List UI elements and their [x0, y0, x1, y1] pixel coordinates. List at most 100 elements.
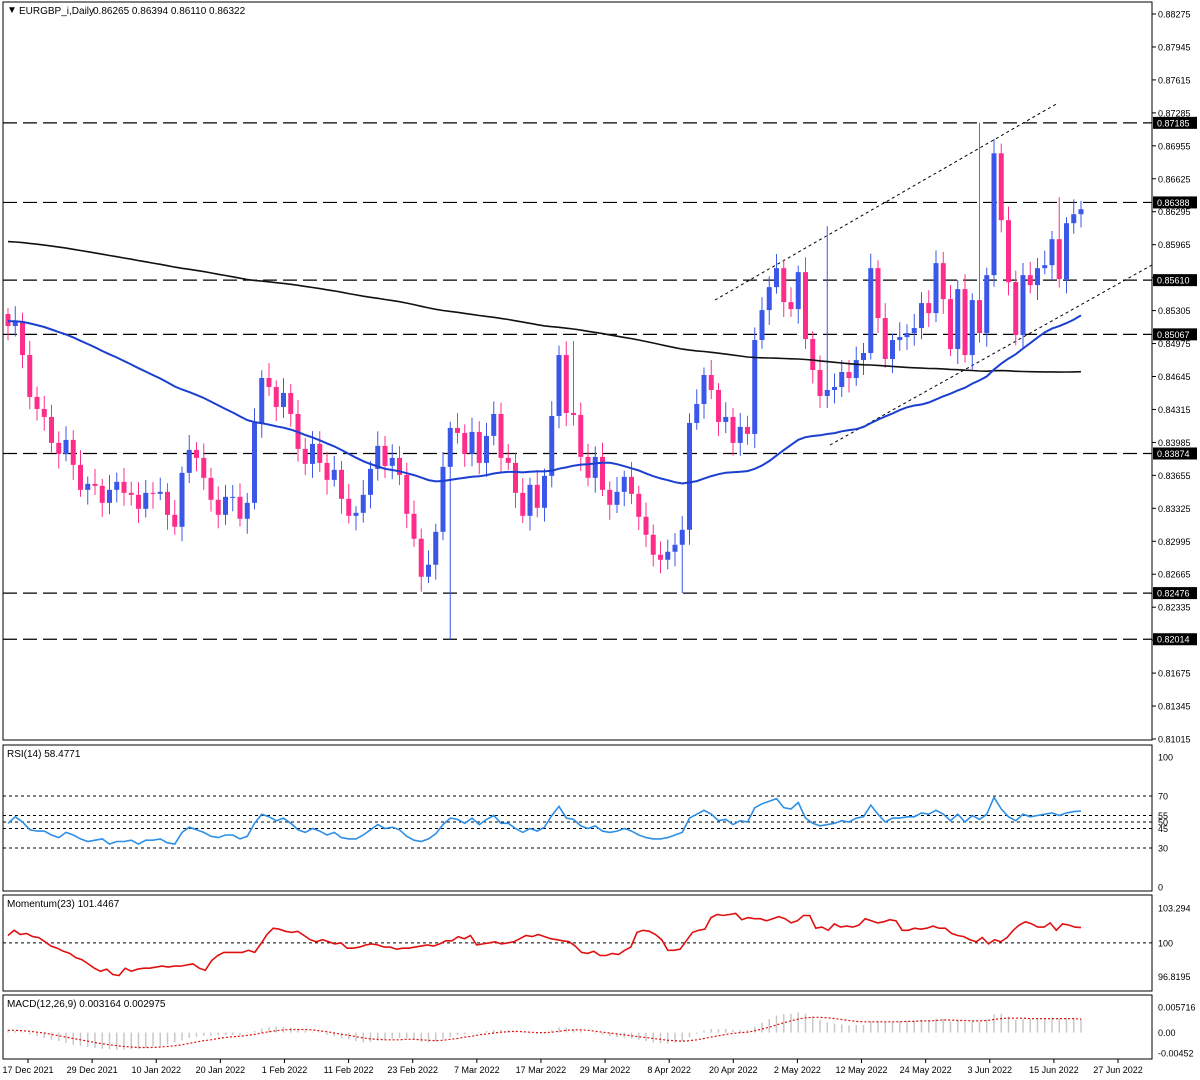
momentum-tick-label: 100 [1158, 938, 1173, 948]
ma-fast-line [8, 314, 1082, 485]
candle-bull [157, 491, 163, 494]
candle-bull [281, 392, 286, 407]
price-tick-label: 0.88275 [1158, 10, 1191, 20]
candle-bull [890, 340, 895, 360]
candle-bear [455, 427, 460, 433]
date-tick-label: 29 Mar 2022 [580, 1065, 631, 1075]
level-tag-label: 0.85067 [1157, 330, 1190, 340]
candle-bear [636, 493, 642, 517]
candle-bull [426, 564, 431, 577]
level-tag [1153, 587, 1197, 600]
candle-bear [121, 481, 127, 493]
candle-bear [27, 355, 33, 397]
candle-bear [397, 457, 402, 475]
rsi-tick-label: 50 [1158, 818, 1168, 828]
candle-bear [788, 302, 794, 310]
symbol-label: EURGBP_i,Daily [19, 6, 94, 17]
candle-bear [505, 457, 511, 463]
candle-bull [752, 340, 758, 434]
rsi-tick-label: 100 [1158, 753, 1173, 763]
candle-bull [861, 353, 866, 361]
candle-bull [933, 263, 939, 314]
candle-bull [672, 544, 678, 552]
candle-bull [542, 475, 547, 508]
candle-bull [984, 275, 990, 334]
date-tick-label: 8 Apr 2022 [647, 1065, 691, 1075]
candle-bear [266, 377, 272, 387]
date-tick-label: 24 May 2022 [900, 1065, 952, 1075]
candle-bull [107, 489, 112, 503]
candle-bear [418, 538, 424, 577]
level-tag-label: 0.85610 [1157, 276, 1190, 286]
candle-bear [607, 489, 613, 505]
candle-bear [571, 412, 576, 415]
date-tick-label: 23 Feb 2022 [387, 1065, 438, 1075]
candle-bull [1049, 239, 1055, 266]
candle-bear [49, 416, 54, 443]
candle-bull [527, 484, 533, 516]
rsi-line [7, 795, 1082, 846]
candle-bull [114, 481, 120, 490]
macd-tick-label: 0.005716 [1158, 1002, 1196, 1012]
date-tick-label: 10 Jan 2022 [131, 1065, 181, 1075]
momentum-line [7, 912, 1082, 977]
candle-bear [629, 476, 634, 494]
macd-tick-label: -0.00452 [1158, 1048, 1194, 1058]
price-tick-label: 0.81675 [1158, 669, 1191, 679]
candle-bull [433, 531, 439, 565]
momentum-panel[interactable]: 103.294 100 96.8195 [3, 904, 1191, 982]
candle-bear [817, 370, 823, 396]
candle-bear [658, 554, 663, 560]
candle-bull [259, 377, 265, 423]
price-tick-label: 0.83655 [1158, 471, 1191, 481]
rsi-label: RSI(14) 58.4771 [7, 749, 81, 760]
level-tag-label: 0.82476 [1157, 589, 1190, 599]
candle-bear [208, 477, 214, 500]
candle-bull [621, 476, 627, 492]
price-panel[interactable]: 0.88275 0.87945 0.87615 0.87285 0.86955 0.866… [3, 10, 1197, 745]
ma-slow-line [7, 240, 1082, 373]
candle-bear [462, 432, 468, 454]
candle-bear [781, 268, 787, 303]
candle-bull [1035, 268, 1040, 286]
candle-bear [404, 474, 410, 514]
candle-bear [150, 492, 156, 494]
date-tick-label: 27 Jun 2022 [1093, 1065, 1143, 1075]
candle-bear [803, 272, 808, 340]
candle-bear [215, 499, 221, 515]
candle-bear [998, 153, 1004, 221]
candle-bull [679, 529, 685, 545]
collapse-icon[interactable]: ▼ [7, 5, 17, 16]
candle-bear [926, 303, 932, 314]
macd-panel[interactable]: 0.005716 0.00 -0.00452 [7, 1002, 1196, 1058]
price-tick-label: 0.84645 [1158, 372, 1191, 382]
date-tick-label: 11 Feb 2022 [324, 1065, 374, 1075]
level-tag [1153, 196, 1197, 209]
candle-bull [252, 422, 257, 503]
price-tick-label: 0.86955 [1158, 141, 1191, 151]
candle-bull [853, 360, 859, 378]
date-tick-label: 1 Feb 2022 [262, 1065, 308, 1075]
price-tick-label: 0.85305 [1158, 306, 1191, 316]
candle-bear [237, 496, 243, 519]
candle-bull [12, 321, 18, 327]
candle-bull [484, 435, 489, 463]
candle-bear [172, 514, 178, 527]
candle-bear [716, 389, 721, 422]
rsi-tick-label: 45 [1158, 824, 1168, 834]
macd-tick-label: 0.00 [1158, 1028, 1176, 1038]
candle-bull [85, 483, 91, 490]
date-tick-label: 15 Jun 2022 [1029, 1065, 1079, 1075]
candle-bear [810, 339, 816, 371]
candle-bear [411, 513, 417, 539]
candle-bull [447, 427, 453, 467]
price-tick-label: 0.83985 [1158, 438, 1191, 448]
candle-bull [230, 496, 236, 498]
candle-bull [186, 449, 192, 473]
candle-bear [41, 408, 47, 417]
momentum-label: Momentum(23) 101.4467 [7, 899, 120, 910]
date-tick-label: 17 Dec 2021 [2, 1065, 53, 1075]
candle-bear [745, 426, 750, 434]
